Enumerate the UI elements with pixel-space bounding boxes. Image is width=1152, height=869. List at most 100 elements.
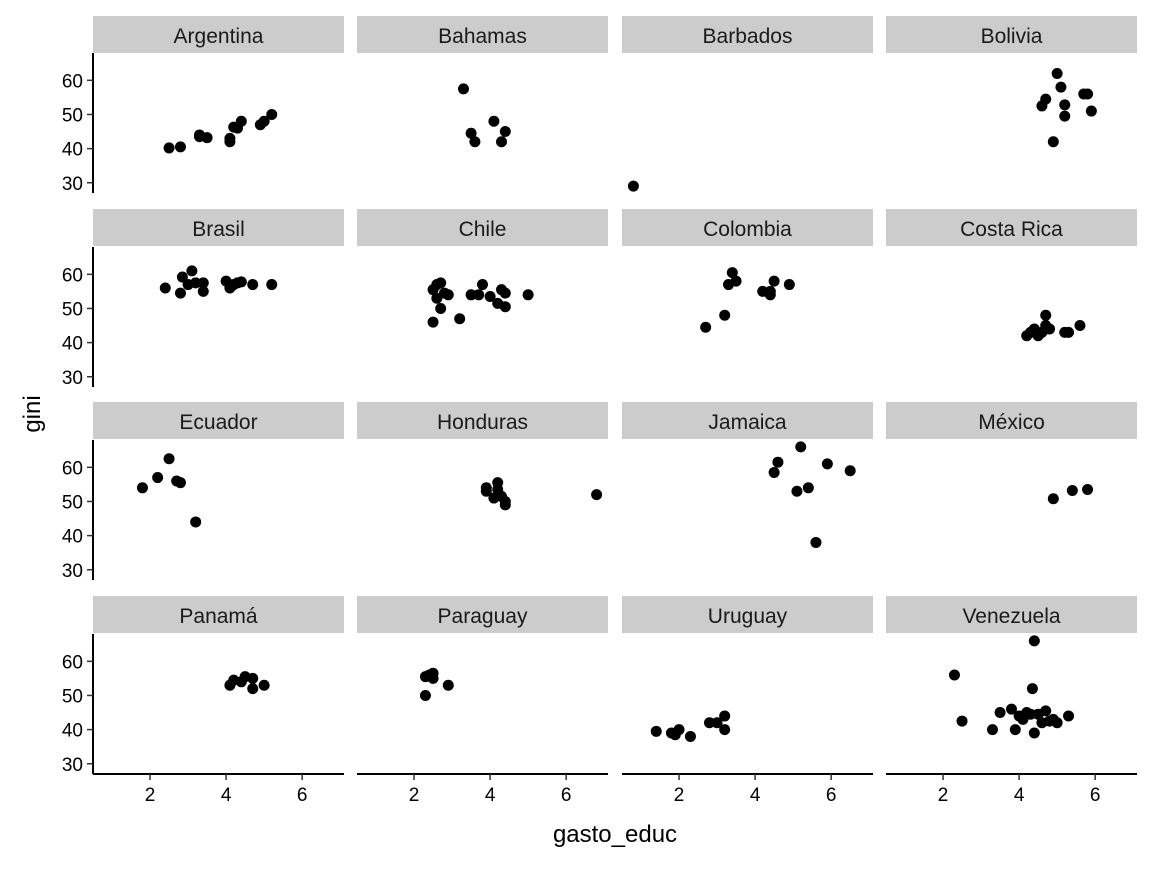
data-point <box>224 132 236 144</box>
data-point <box>190 277 202 289</box>
data-point <box>1059 99 1071 111</box>
facet-strip <box>622 402 873 439</box>
data-point <box>986 724 998 736</box>
facet-strip <box>93 209 344 246</box>
data-point <box>465 127 477 139</box>
facet-strip <box>93 596 344 633</box>
data-point <box>719 724 731 736</box>
data-point <box>499 126 511 138</box>
facet-strip <box>622 209 873 246</box>
data-point <box>163 453 175 465</box>
data-point <box>948 669 960 681</box>
data-point <box>197 285 209 297</box>
facet-strip-label: Jamaica <box>708 411 787 434</box>
facet-strip <box>357 596 608 633</box>
data-point <box>435 277 447 289</box>
x-tick-label: 6 <box>1090 785 1101 806</box>
y-tick-label: 40 <box>62 140 83 161</box>
x-tick-label: 4 <box>1014 785 1025 806</box>
data-point <box>442 289 454 301</box>
data-point <box>469 136 481 148</box>
data-point <box>768 466 780 478</box>
data-point <box>627 180 639 192</box>
facet-panel: Jamaica <box>622 402 873 548</box>
data-point <box>1051 717 1063 729</box>
data-point <box>480 485 492 497</box>
y-tick-label: 60 <box>62 652 83 673</box>
facet-panel: Paraguay 2 4 6 <box>357 596 608 806</box>
data-point <box>684 730 696 742</box>
data-point <box>454 313 466 325</box>
facet-strip <box>93 402 344 439</box>
data-point <box>1040 705 1052 717</box>
facet-strip-label: Panamá <box>179 605 258 628</box>
data-point <box>719 710 731 722</box>
data-point <box>1085 105 1097 117</box>
data-point <box>435 302 447 314</box>
facet-panel: Argentina 30 40 50 60 <box>62 16 344 195</box>
data-point <box>802 482 814 494</box>
data-point <box>499 301 511 313</box>
facet-strip <box>886 402 1137 439</box>
facet-panel: Honduras <box>357 402 608 511</box>
data-point <box>1059 110 1071 122</box>
data-point <box>190 516 202 528</box>
data-point <box>427 316 439 328</box>
y-tick-label: 30 <box>62 174 83 195</box>
facet-strip <box>622 596 873 633</box>
data-point <box>496 136 508 148</box>
data-point <box>795 441 807 453</box>
facet-panel: Colombia <box>622 209 873 333</box>
data-point <box>711 717 723 729</box>
data-point <box>591 489 603 501</box>
facet-panels: Argentina 30 40 50 60 Bahamas Barbados Bolivia B… <box>62 16 1137 806</box>
y-axis-title: gini <box>19 395 46 432</box>
data-point <box>163 142 175 154</box>
data-point <box>186 265 198 277</box>
x-tick-label: 6 <box>826 785 837 806</box>
facet-panel: Costa Rica <box>886 209 1137 342</box>
data-point <box>247 279 259 291</box>
facet-strip-label: Bolivia <box>981 25 1043 48</box>
facet-strip-label: México <box>978 411 1045 434</box>
facet-strip-label: Brasil <box>192 218 245 241</box>
data-point <box>159 282 171 294</box>
y-tick-label: 50 <box>62 492 83 513</box>
facet-strip-label: Colombia <box>703 218 792 241</box>
data-point <box>844 465 856 477</box>
facet-strip-label: Honduras <box>437 411 528 434</box>
data-point <box>1040 309 1052 321</box>
data-point <box>1044 323 1056 335</box>
data-point <box>1082 88 1094 100</box>
data-point <box>465 289 477 301</box>
facet-strip <box>357 209 608 246</box>
data-point <box>700 321 712 333</box>
data-point <box>1028 635 1040 647</box>
data-point <box>783 279 795 291</box>
data-point <box>1066 485 1078 497</box>
data-point <box>477 279 488 291</box>
data-point <box>522 289 534 301</box>
data-point <box>703 717 715 729</box>
y-tick-label: 30 <box>62 561 83 582</box>
data-point <box>492 477 504 489</box>
x-tick-label: 6 <box>297 785 308 806</box>
facet-panel: Ecuador 30 40 50 60 <box>62 402 344 582</box>
x-axis-title: gasto_educ <box>553 821 677 848</box>
data-point <box>488 115 500 127</box>
data-point <box>1055 81 1067 93</box>
facet-strip-label: Argentina <box>174 25 264 48</box>
data-point <box>1040 93 1052 105</box>
data-point <box>457 83 469 95</box>
x-tick-label: 2 <box>409 785 420 806</box>
data-point <box>258 115 270 127</box>
data-point <box>235 115 247 127</box>
facet-strip-label: Ecuador <box>179 411 257 434</box>
data-point <box>673 724 685 736</box>
data-point <box>201 132 213 144</box>
x-tick-label: 4 <box>221 785 232 806</box>
data-point <box>484 291 496 303</box>
data-point <box>419 689 431 701</box>
